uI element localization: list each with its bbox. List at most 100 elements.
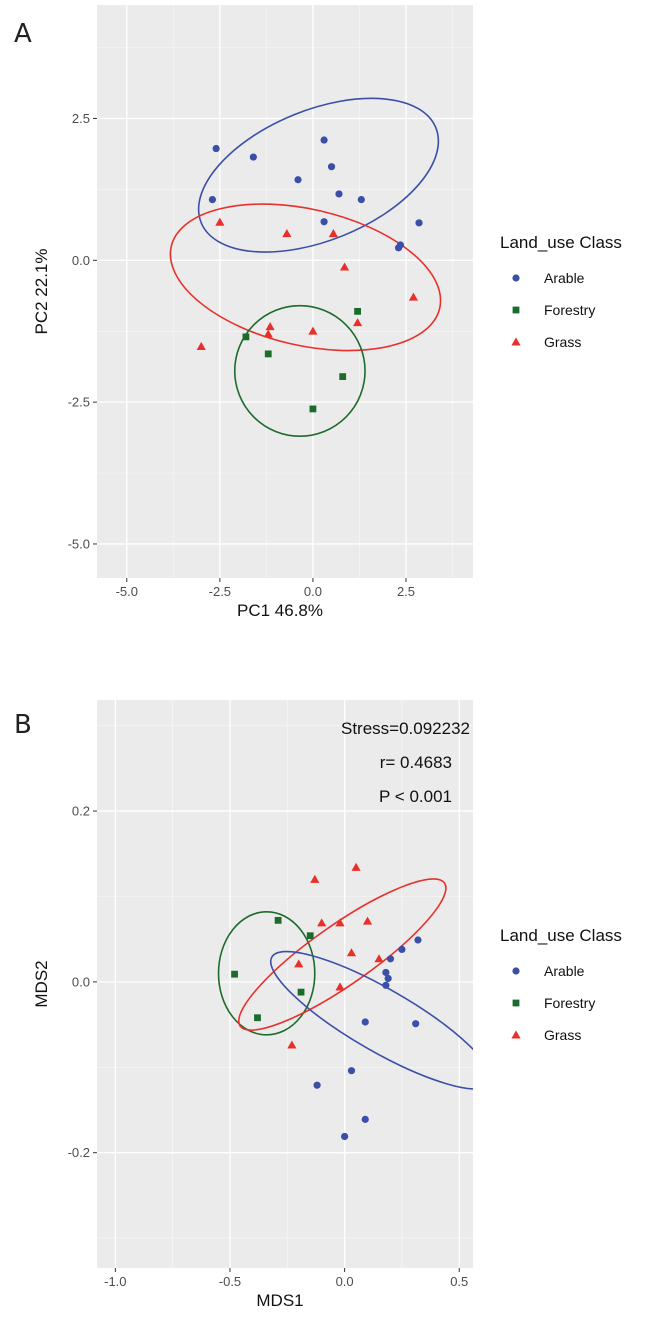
panel-b-point-arable: [361, 1115, 369, 1123]
panel-b-x-tick-label: -0.5: [219, 1274, 241, 1289]
panel-b-point-grass: [335, 918, 345, 927]
panel-b-legend-label: Arable: [544, 963, 585, 979]
panel-b-x-tick-label: 0.5: [450, 1274, 468, 1289]
panel-a-point-grass: [408, 292, 419, 301]
panel-b-point-arable: [384, 974, 392, 983]
panel-b-point-arable: [386, 955, 395, 963]
panel-b-ellipse-forestry: [217, 911, 316, 1036]
panel-a-point-arable: [212, 144, 220, 153]
panel-b-legend-key-arable: [512, 967, 520, 975]
panel-b-y-tick-label: 0.0: [72, 974, 90, 989]
panel-a-legend-key-grass: [511, 337, 521, 346]
panel-b-ellipse-grass: [237, 878, 447, 1031]
panel-b-point-arable: [412, 1020, 420, 1028]
panel-a-legend-label: Arable: [544, 270, 585, 286]
panel-b-annotation: P < 0.001: [379, 787, 452, 806]
panel-b-point-grass: [346, 948, 357, 957]
panel-a-chart: -5.0 -2.5 0.0 2.5 -5.0 -2.5 0.0 2.5 PC1 46.8% PC2…: [32, 5, 622, 620]
panel-a-point-arable: [357, 195, 365, 204]
panel-a-point-arable: [327, 163, 336, 171]
panel-b-point-grass: [294, 959, 304, 968]
panel-b-annotation: Stress=0.092232: [341, 719, 470, 738]
panel-a-point-grass: [339, 262, 350, 271]
panel-b-point-arable: [382, 968, 390, 977]
panel-b-legend-title: Land_use Class: [500, 926, 622, 945]
panel-a-point-arable: [249, 153, 257, 161]
panel-a-ellipse-forestry: [233, 304, 366, 437]
panel-a-point-arable: [294, 176, 302, 184]
panel-b-legend-key-forestry: [512, 999, 520, 1007]
panel-a-y-tick-label: -5.0: [68, 536, 90, 551]
panel-b-ellipse-arable: [269, 950, 473, 1090]
panel-b-letter: B: [14, 710, 32, 740]
panel-a-point-grass: [263, 329, 273, 338]
panel-a-letter: A: [14, 19, 32, 49]
panel-b-y-tick-label: 0.2: [72, 804, 90, 819]
panel-a-point-grass: [282, 229, 292, 238]
panel-a-x-tick-label: -5.0: [116, 584, 138, 599]
panel-b-point-forestry: [297, 988, 305, 996]
panel-a-point-grass: [352, 318, 363, 327]
panel-b-legend-label: Grass: [544, 1027, 581, 1043]
panel-a-legend-label: Grass: [544, 334, 581, 350]
panel-b-point-arable: [382, 981, 390, 989]
panel-b-y-axis-title: MDS2: [32, 960, 51, 1007]
panel-a-point-arable: [320, 136, 328, 144]
panel-b-legend-label: Forestry: [544, 995, 595, 1011]
panel-b-plot-background: [97, 700, 473, 1268]
panel-b-chart: -1.0 -0.5 0.0 0.5 -0.2 0.0 0.2 MDS1 MDS2 Stress=0…: [32, 700, 622, 1310]
panel-b-point-arable: [341, 1132, 349, 1141]
panel-a-legend-key-arable: [512, 274, 520, 282]
panel-a-y-axis-title: PC2 22.1%: [32, 249, 51, 335]
panel-a-point-forestry: [354, 307, 361, 315]
panel-a-y-tick-label: 0.0: [72, 253, 90, 268]
panel-a-point-forestry: [264, 350, 272, 358]
panel-a-legend-label: Forestry: [544, 302, 595, 318]
panel-b-point-grass: [351, 862, 361, 871]
panel-b-point-arable: [414, 936, 422, 944]
panel-b-point-grass: [317, 918, 327, 927]
panel-a-point-forestry: [242, 333, 250, 341]
panel-b-x-tick-label: 0.0: [336, 1274, 354, 1289]
panel-b-point-arable: [398, 945, 406, 954]
panel-a-y-tick-label: 2.5: [72, 111, 90, 126]
panel-b-point-grass: [362, 916, 373, 925]
panel-a-point-forestry: [339, 373, 347, 380]
panel-a-point-arable: [415, 219, 423, 227]
panel-b-point-arable: [347, 1067, 356, 1075]
panel-a-ellipse-arable: [197, 97, 440, 253]
panel-b-y-tick-label: -0.2: [68, 1145, 90, 1160]
panel-b-point-arable: [313, 1081, 321, 1089]
panel-b-point-arable: [361, 1018, 369, 1026]
panel-b-point-grass: [335, 982, 345, 991]
panel-a-x-tick-label: 2.5: [397, 584, 415, 599]
panel-b-data-layer: [217, 862, 473, 1141]
panel-a-plot-background: [97, 5, 473, 578]
panel-a-legend-title: Land_use Class: [500, 233, 622, 252]
panel-b-point-forestry: [274, 916, 282, 924]
panel-b-point-forestry: [231, 970, 238, 978]
panel-b-point-forestry: [254, 1014, 261, 1022]
panel-a-y-tick-label: -2.5: [68, 395, 90, 410]
panel-b-x-tick-label: -1.0: [104, 1274, 126, 1289]
panel-a-data-layer: [169, 97, 442, 437]
panel-a-point-grass: [196, 341, 206, 350]
panel-a-legend: Land_use Class Arable Forestry Grass: [500, 233, 622, 350]
panel-a-point-forestry: [309, 405, 317, 413]
panel-a-point-grass: [328, 229, 338, 238]
panel-b-legend: Land_use Class Arable Forestry Grass: [500, 926, 622, 1043]
panel-a-x-tick-label: 0.0: [304, 584, 322, 599]
panel-a-ellipse-grass: [169, 203, 442, 352]
panel-b-point-grass: [374, 954, 384, 963]
panel-b-point-grass: [310, 874, 320, 883]
panel-a-point-arable: [396, 241, 405, 249]
panel-a-point-grass: [265, 322, 275, 331]
panel-b-point-grass: [287, 1040, 297, 1049]
panel-a-x-axis-title: PC1 46.8%: [237, 601, 323, 620]
panel-a-x-tick-label: -2.5: [209, 584, 231, 599]
panel-a-legend-key-forestry: [512, 306, 520, 314]
panel-b-annotation: r= 0.4683: [380, 753, 452, 772]
panel-b-point-forestry: [306, 932, 314, 940]
panel-a-point-arable: [208, 195, 217, 204]
